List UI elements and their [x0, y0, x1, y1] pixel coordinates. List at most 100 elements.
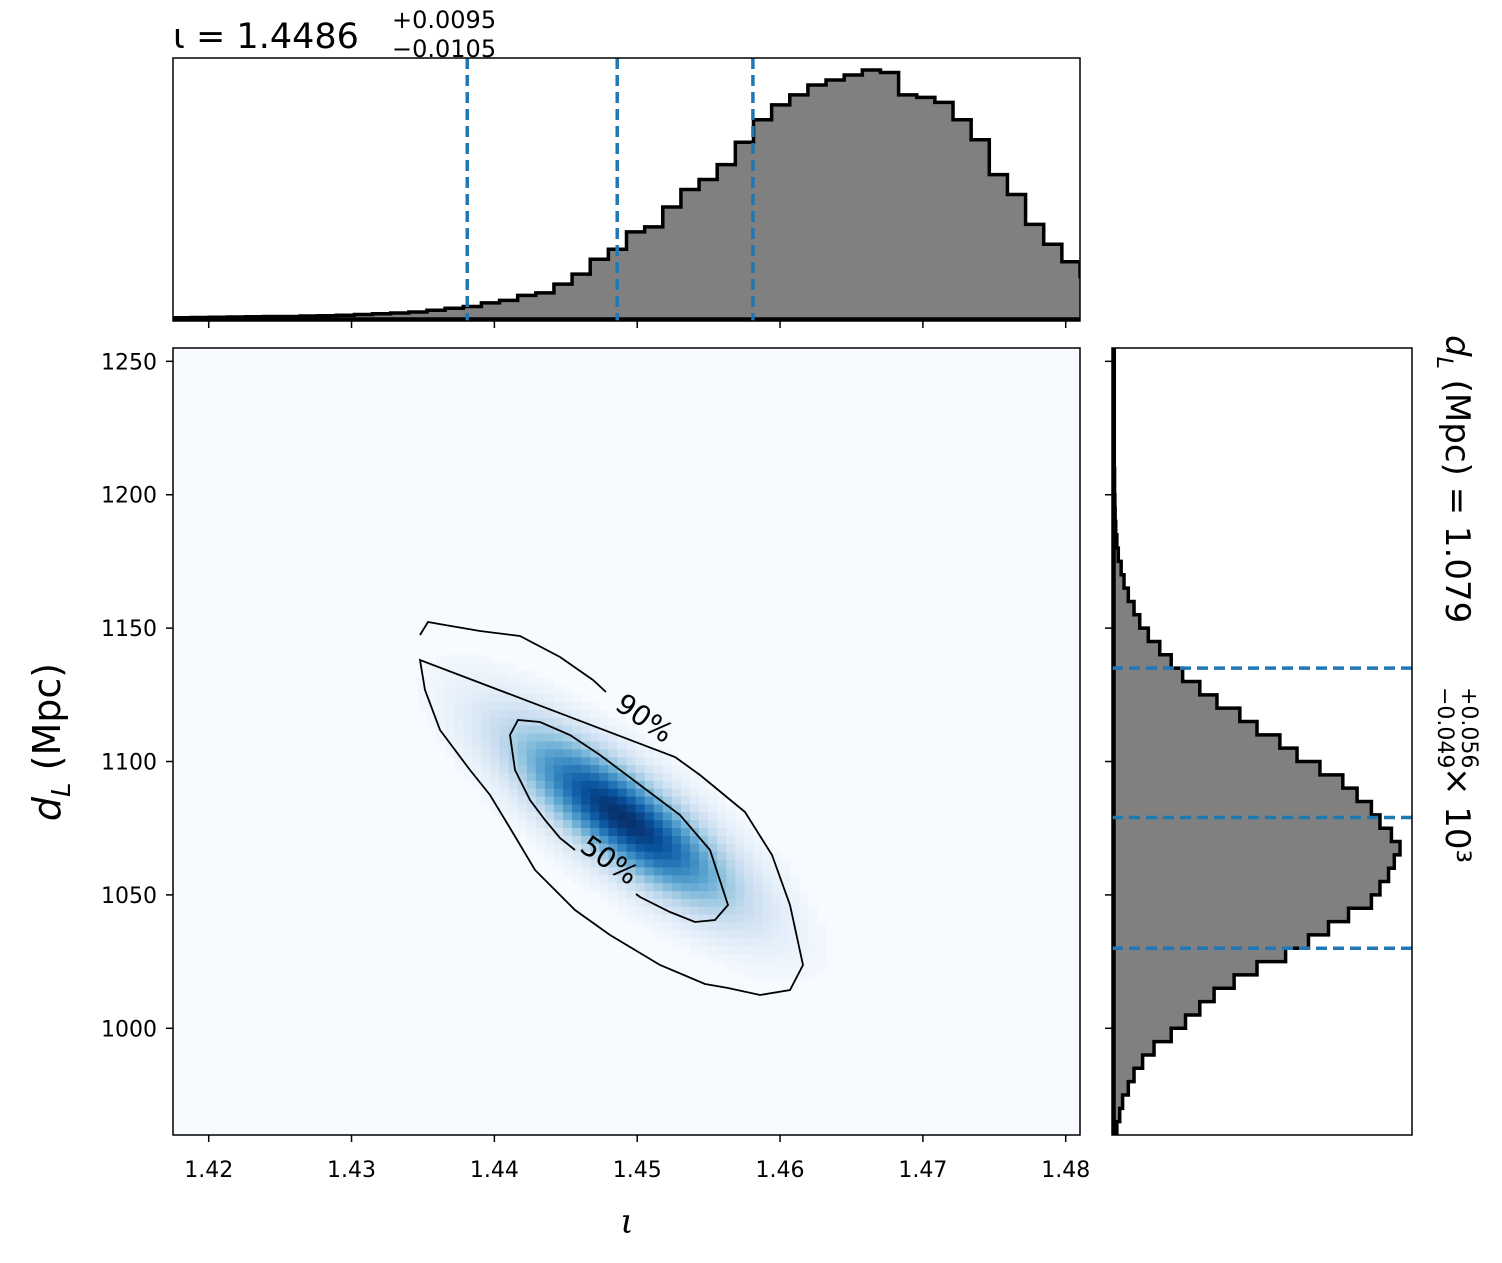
heatmap-cell [517, 741, 528, 750]
heatmap-cell [535, 733, 546, 743]
heatmap-cell [581, 710, 591, 719]
heatmap-cell [626, 741, 637, 750]
heatmap-cell [726, 961, 736, 971]
heatmap-cell [472, 654, 482, 664]
heatmap-cell [436, 702, 446, 711]
y-tick-label: 1100 [101, 751, 157, 776]
heatmap-cell [426, 710, 437, 719]
heatmap-cell [563, 717, 573, 727]
heatmap-cell [535, 780, 546, 790]
heatmap-cell [662, 875, 673, 884]
heatmap-cell [599, 796, 609, 806]
heatmap-cell [708, 812, 718, 821]
heatmap-cell [780, 906, 791, 916]
heatmap-cell [762, 930, 773, 939]
heatmap-cell [517, 686, 528, 695]
heatmap-cell [517, 749, 528, 758]
heatmap-cell [499, 804, 510, 813]
heatmap-cell [735, 930, 746, 939]
heatmap-cell [526, 694, 537, 703]
heatmap-cell [798, 969, 809, 979]
heatmap-cell [744, 835, 755, 845]
heatmap-cell [608, 788, 619, 798]
heatmap-cell [635, 765, 646, 774]
heatmap-cell [644, 891, 655, 900]
heatmap-cell [481, 717, 492, 727]
heatmap-cell [689, 835, 700, 845]
heatmap-cell [708, 898, 718, 908]
heatmap-cell [689, 772, 700, 782]
heatmap-cell [744, 843, 755, 853]
heatmap-cell [635, 828, 646, 837]
heatmap-cell [445, 670, 455, 680]
heatmap-cell [726, 891, 736, 900]
heatmap-cell [535, 757, 546, 766]
heatmap-cell [671, 898, 682, 908]
heatmap-cell [553, 757, 564, 766]
heatmap-cell [445, 741, 455, 750]
heatmap-cell [635, 914, 646, 924]
heatmap-cell [617, 765, 628, 774]
heatmap-cell [798, 938, 809, 947]
heatmap-cell [581, 883, 591, 892]
heatmap-cell [499, 702, 510, 711]
heatmap-cell [789, 875, 800, 884]
heatmap-cell [717, 930, 727, 939]
heatmap-cell [689, 804, 700, 813]
heatmap-cell [644, 906, 655, 916]
heatmap-cell [590, 725, 600, 735]
heatmap-cell [671, 796, 682, 806]
heatmap-cell [608, 843, 619, 853]
heatmap-cell [572, 812, 582, 821]
heatmap-cell [771, 914, 782, 924]
heatmap-cell [653, 765, 664, 774]
heatmap-cell [708, 946, 718, 955]
heatmap-cell [717, 843, 727, 853]
heatmap-cell [563, 796, 573, 806]
heatmap-cell [544, 686, 555, 695]
heatmap-cell [780, 930, 791, 939]
heatmap-cell [635, 867, 646, 876]
heatmap-cell [508, 694, 519, 703]
heatmap-cell [662, 867, 673, 876]
heatmap-cell [680, 883, 691, 892]
heatmap-cell [463, 717, 473, 727]
heatmap-cell [635, 796, 646, 806]
heatmap-cell [671, 765, 682, 774]
heatmap-cell [753, 851, 764, 861]
heatmap-cell [608, 749, 619, 758]
heatmap-cell [762, 891, 773, 900]
heatmap-cell [608, 772, 619, 782]
heatmap-cell [463, 662, 473, 672]
heatmap-cell [599, 765, 609, 774]
heatmap-cell [635, 812, 646, 821]
heatmap-cell [490, 733, 501, 743]
heatmap-cell [789, 946, 800, 955]
heatmap-cell [644, 835, 655, 845]
heatmap-cell [590, 741, 600, 750]
heatmap-cell [635, 906, 646, 916]
heatmap-cell [699, 828, 709, 837]
heatmap-cell [445, 733, 455, 743]
heatmap-cell [653, 930, 664, 939]
heatmap-cell [617, 717, 628, 727]
heatmap-cell [771, 930, 782, 939]
heatmap-cell [490, 717, 501, 727]
heatmap-cell [490, 780, 501, 790]
heatmap-cell [699, 835, 709, 845]
heatmap-cell [490, 796, 501, 806]
heatmap-cell [798, 906, 809, 916]
heatmap-cell [717, 859, 727, 869]
heatmap-cell [762, 953, 773, 963]
heatmap-cell [517, 796, 528, 806]
heatmap-cell [454, 757, 464, 766]
heatmap-cell [653, 749, 664, 758]
heatmap-cell [626, 906, 637, 916]
heatmap-cell [717, 946, 727, 955]
heatmap-cell [535, 725, 546, 735]
heatmap-cell [680, 835, 691, 845]
heatmap-cell [653, 922, 664, 931]
heatmap-cell [617, 898, 628, 908]
heatmap-cell [626, 796, 637, 806]
